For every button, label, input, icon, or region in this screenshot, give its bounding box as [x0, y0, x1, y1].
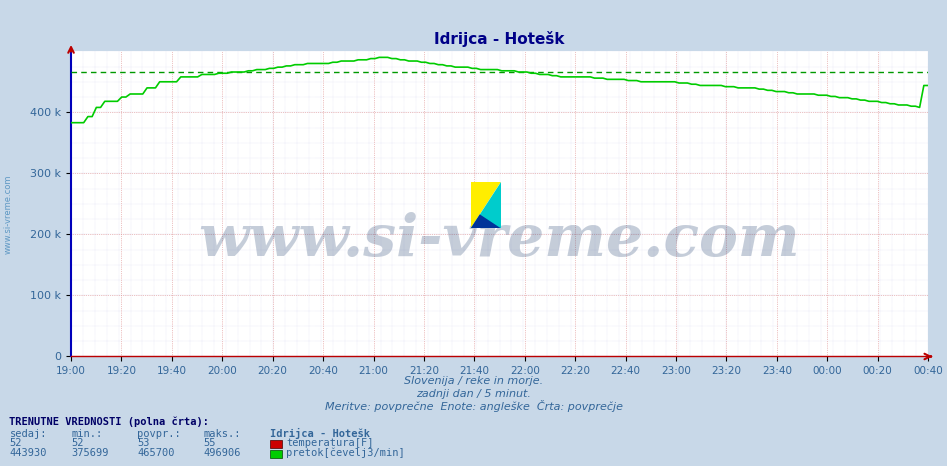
Text: Meritve: povprečne  Enote: angleške  Črta: povprečje: Meritve: povprečne Enote: angleške Črta:… — [325, 400, 622, 411]
Text: zadnji dan / 5 minut.: zadnji dan / 5 minut. — [416, 389, 531, 399]
Text: 465700: 465700 — [137, 448, 175, 458]
Text: www.si-vreme.com: www.si-vreme.com — [199, 212, 800, 269]
Text: 55: 55 — [204, 439, 216, 448]
Text: Slovenija / reke in morje.: Slovenija / reke in morje. — [404, 377, 543, 386]
Polygon shape — [471, 182, 501, 228]
Text: TRENUTNE VREDNOSTI (polna črta):: TRENUTNE VREDNOSTI (polna črta): — [9, 417, 209, 427]
Text: min.:: min.: — [71, 429, 102, 439]
Text: 443930: 443930 — [9, 448, 47, 458]
Polygon shape — [471, 182, 501, 228]
Text: povpr.:: povpr.: — [137, 429, 181, 439]
Text: 375699: 375699 — [71, 448, 109, 458]
Text: 53: 53 — [137, 439, 150, 448]
Title: Idrijca - Hotešk: Idrijca - Hotešk — [435, 31, 564, 48]
Text: www.si-vreme.com: www.si-vreme.com — [4, 175, 13, 254]
Text: sedaj:: sedaj: — [9, 429, 47, 439]
Text: 52: 52 — [9, 439, 22, 448]
Text: temperatura[F]: temperatura[F] — [286, 439, 373, 448]
Text: pretok[čevelj3/min]: pretok[čevelj3/min] — [286, 448, 404, 458]
Polygon shape — [471, 214, 501, 228]
Text: maks.:: maks.: — [204, 429, 241, 439]
Text: Idrijca - Hotešk: Idrijca - Hotešk — [270, 428, 370, 439]
Text: 496906: 496906 — [204, 448, 241, 458]
Text: 52: 52 — [71, 439, 83, 448]
